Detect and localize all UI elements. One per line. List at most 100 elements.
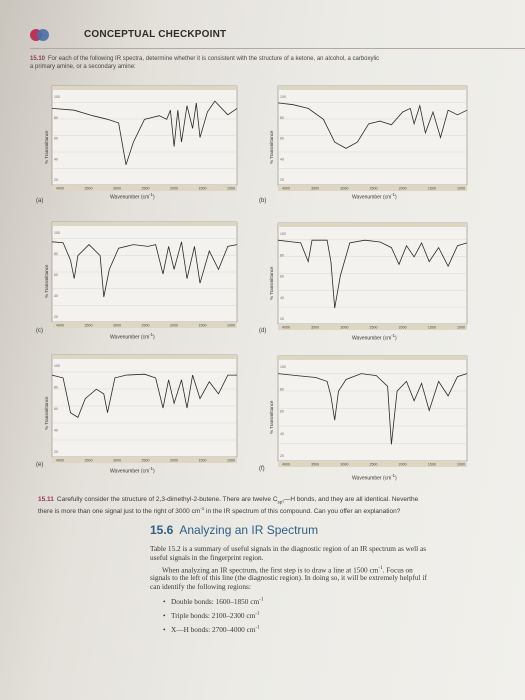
spectrum-d-x-title: Wavenumber (cm-1) [352,333,397,342]
spectrum-c-y-tick: 40 [54,294,58,298]
spectrum-a-y-title: % Transmittance [44,130,49,164]
spectrum-f-x-strip [278,461,467,467]
spectrum-c-y-tick: 100 [54,231,60,235]
spectrum-c: 100 80 60 40 20 4000 3500 3000 2500 2000 1500 1000 [51,221,238,328]
spectrum-c-x-tick: 1500 [199,324,207,328]
spectrum-a-x-tick: 1000 [227,187,235,191]
spectrum-f-x-tick: 3500 [311,463,319,467]
spectrum-e-y-tick: 80 [54,386,58,390]
spectrum-d-y-tick: 20 [280,317,284,321]
spectrum-d-x-tick: 2500 [370,326,378,330]
spectrum-c-x-tick: 4000 [56,324,64,328]
spectrum-a-y-tick: 40 [54,157,58,161]
para2-line3: can identify the following regions: [150,582,251,591]
spectrum-e-y-tick: 20 [54,450,58,454]
spectrum-c-y-tick: 80 [54,252,58,256]
section-number: 15.6 [150,523,174,537]
section-heading: 15.6 Analyzing an IR Spectrum [150,523,318,537]
spectrum-e-x-tick: 3500 [85,459,93,463]
spectrum-c-x-tick: 3000 [113,324,121,328]
spectrum-f-x-tick: 4000 [282,463,290,467]
spectrum-f-y-tick: 60 [280,410,284,414]
section-title: Analyzing an IR Spectrum [179,523,319,537]
spectrum-d-x-strip [278,324,467,330]
spectrum-a-y-tick: 100 [54,95,60,99]
para1-line2: useful signals in the fingerprint region… [150,553,264,562]
spectrum-a-trace [51,100,238,165]
spectrum-e-y-title: % Transmittance [44,396,49,430]
spectrum-a-label: (a) [36,198,44,204]
spectrum-c-y-tick: 60 [54,273,58,277]
spectrum-b-x-tick: 4000 [282,187,290,191]
para2-line1: When analyzing an IR spectrum, the first… [162,565,413,575]
spectrum-d-x-tick: 3500 [311,326,319,330]
spectrum-c-x-tick: 3500 [85,324,93,328]
spectrum-f: 100 80 60 40 20 4000 3500 3000 2500 2000 1500 1000 [277,355,468,467]
spectrum-f-x-tick: 1500 [428,463,436,467]
spectrum-b-x-title: Wavenumber (cm-1) [352,192,397,201]
spectrum-d-y-tick: 40 [280,296,284,300]
spectrum-a-x-tick: 1500 [199,187,207,191]
spectrum-a-x-strip [52,185,237,191]
spectrum-d-trace [277,239,468,309]
bullet-triple-bonds: • Triple bonds: 2100–2300 cm-1 [163,611,260,620]
spectrum-e-x-strip [52,457,237,463]
spectrum-c-y-tick: 20 [54,315,58,319]
spectrum-d-band [278,223,467,227]
spectrum-a-band [52,86,237,90]
spectrum-c-x-tick: 2000 [170,324,178,328]
spectrum-d-y-tick: 80 [280,253,284,257]
spectrum-b-x-tick: 2500 [370,187,378,191]
spectrum-f-x-tick: 2000 [399,463,407,467]
spectrum-e-y-tick: 60 [54,407,58,411]
spectrum-b-trace [277,102,468,149]
spectrum-b: 100 80 60 40 20 4000 3500 3000 2500 2000 1500 1000 [277,85,468,191]
header-title: CONCEPTUAL CHECKPOINT [84,29,227,40]
spectrum-b-y-tick: 80 [280,116,284,120]
spectrum-f-y-tick: 20 [280,454,284,458]
spectrum-b-y-tick: 40 [280,157,284,161]
spectrum-b-y-tick: 20 [280,178,284,182]
spectrum-f-x-tick: 1000 [457,463,465,467]
spectrum-d-y-title: % Transmittance [269,266,274,300]
spectrum-f-y-tick: 80 [280,387,284,391]
spectrum-c-x-tick: 2500 [142,324,150,328]
spectrum-f-y-tick: 40 [280,432,284,436]
spectrum-a-x-tick: 4000 [56,187,64,191]
spectrum-f-trace [277,373,468,445]
spectrum-d-x-tick: 3000 [340,326,348,330]
spectrum-b-y-tick: 100 [280,95,286,99]
spectrum-e-y-tick: 40 [54,429,58,433]
spectrum-e-label: (e) [36,462,44,468]
spectrum-c-x-tick: 1000 [227,324,235,328]
spectrum-e-x-tick: 4000 [56,459,64,463]
spectrum-c-y-title: % Transmittance [44,264,49,298]
spectrum-e-x-tick: 3000 [113,459,121,463]
spectrum-f-x-tick: 2500 [370,463,378,467]
spectrum-e-x-tick: 1500 [199,459,207,463]
spectrum-a-x-tick: 2000 [170,187,178,191]
problem-1511-number: 15.11 [38,496,54,503]
bullet-double-bonds: • Double bonds: 1600–1850 cm-1 [163,597,264,606]
spectrum-e-trace [51,373,237,418]
spectrum-c-x-strip [52,322,237,328]
spectrum-c-band [52,222,237,226]
spectrum-d-x-tick: 2000 [399,326,407,330]
header-divider [30,48,525,49]
spectrum-a-y-tick: 20 [54,178,58,182]
spectrum-c-label: (c) [36,328,43,334]
spectrum-e-band [52,355,237,359]
spectrum-b-x-tick: 1500 [428,187,436,191]
spectrum-d-x-tick: 1000 [457,326,465,330]
bullet-xh-bonds: • X—H bonds: 2700–4000 cm-1 [163,625,260,634]
spectrum-d-x-tick: 1500 [428,326,436,330]
spectrum-e: 100 80 60 40 20 4000 3500 3000 2500 2000 1500 1000 [51,354,238,463]
spectrum-b-y-tick: 60 [280,137,284,141]
spectrum-b-label: (b) [259,198,267,204]
problem-1510-line1: 15.10 For each of the following IR spectr… [30,56,380,62]
spectrum-e-x-title: Wavenumber (cm-1) [110,466,155,475]
spectrum-d-x-tick: 4000 [282,326,290,330]
spectrum-f-y-tick: 100 [280,365,286,369]
spectrum-f-label: (f) [259,466,265,472]
